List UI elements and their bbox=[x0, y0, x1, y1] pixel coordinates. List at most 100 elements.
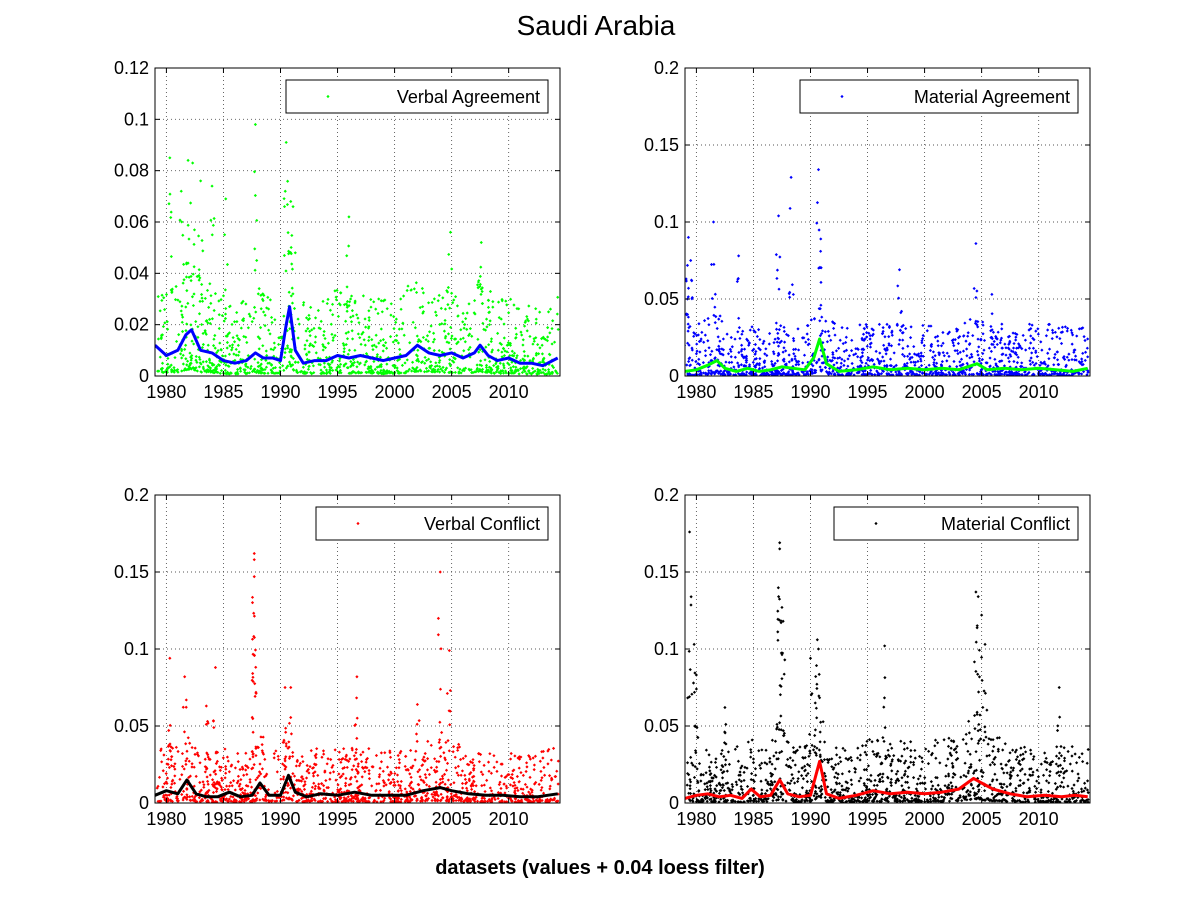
x-tick-label: 1985 bbox=[733, 382, 773, 402]
outlier-point bbox=[179, 189, 183, 193]
y-tick-label: 0.12 bbox=[114, 58, 149, 78]
y-tick-label: 0 bbox=[669, 366, 679, 386]
legend-label: Material Agreement bbox=[914, 87, 1070, 107]
legend-label: Verbal Agreement bbox=[397, 87, 540, 107]
x-tick-label: 1980 bbox=[146, 382, 186, 402]
outlier-point bbox=[974, 590, 978, 594]
x-tick-label: 1985 bbox=[203, 382, 243, 402]
scatter-series bbox=[685, 530, 1090, 803]
outlier-point bbox=[883, 644, 887, 648]
x-tick-label: 1995 bbox=[848, 382, 888, 402]
x-tick-label: 1985 bbox=[203, 809, 243, 829]
outlier-point bbox=[819, 237, 823, 241]
outlier-point bbox=[291, 205, 295, 209]
outlier-point bbox=[438, 570, 442, 574]
figure-xlabel: datasets (values + 0.04 loess filter) bbox=[435, 857, 765, 879]
outlier-point bbox=[694, 687, 699, 691]
x-tick-label: 1980 bbox=[146, 809, 186, 829]
x-tick-label: 2005 bbox=[962, 809, 1002, 829]
outlier-point bbox=[210, 184, 214, 188]
legend: Verbal Agreement bbox=[285, 79, 549, 114]
y-tick-label: 0 bbox=[669, 793, 679, 813]
outlier-point bbox=[789, 175, 793, 179]
outlier-point bbox=[191, 161, 195, 165]
outlier-point bbox=[687, 530, 692, 534]
outlier-point bbox=[983, 642, 987, 646]
loess-line bbox=[155, 305, 559, 368]
outlier-point bbox=[711, 220, 716, 224]
outlier-point bbox=[284, 140, 288, 145]
x-tick-label: 2000 bbox=[905, 809, 945, 829]
x-tick-label: 1990 bbox=[260, 809, 300, 829]
y-tick-label: 0.1 bbox=[654, 639, 679, 659]
outlier-point bbox=[253, 122, 257, 127]
outlier-point bbox=[778, 541, 782, 545]
legend-box bbox=[315, 506, 549, 541]
legend-label: Material Conflict bbox=[941, 514, 1070, 534]
scatter-points bbox=[155, 595, 560, 803]
outlier-point bbox=[776, 214, 781, 218]
scatter-points bbox=[156, 170, 560, 376]
x-tick-label: 2010 bbox=[1019, 382, 1059, 402]
y-tick-label: 0.06 bbox=[114, 212, 149, 232]
subplot-4: 1980 1985 1990 1995 2000 2005 2010 0 0.05 0.1 0.15… bbox=[644, 485, 1091, 829]
scatter-points bbox=[685, 201, 1090, 376]
outlier-point bbox=[168, 156, 172, 160]
outlier-point bbox=[289, 685, 293, 690]
outlier-point bbox=[289, 199, 293, 204]
y-tick-label: 0.02 bbox=[114, 315, 149, 335]
subplot-3: 1980 1985 1990 1995 2000 2005 2010 0 0.05 0.1 0.15… bbox=[114, 485, 561, 829]
outlier-point bbox=[990, 292, 994, 296]
y-tick-label: 0.2 bbox=[654, 58, 679, 78]
outlier-point bbox=[479, 240, 483, 245]
outlier-point bbox=[976, 595, 980, 599]
x-tick-label: 2010 bbox=[489, 382, 529, 402]
outlier-point bbox=[778, 547, 782, 551]
y-tick-label: 0.05 bbox=[114, 716, 149, 736]
y-tick-label: 0 bbox=[139, 366, 149, 386]
x-tick-label: 2005 bbox=[962, 382, 1002, 402]
legend-marker bbox=[356, 521, 360, 526]
scatter-series bbox=[155, 551, 560, 803]
outlier-point bbox=[252, 653, 256, 657]
y-tick-label: 0.15 bbox=[644, 562, 679, 582]
subplot-1: 1980 1985 1990 1995 2000 2005 2010 0 0.02 0.04 0.0… bbox=[114, 58, 561, 402]
outlier-point bbox=[816, 647, 821, 651]
legend-marker bbox=[874, 521, 878, 526]
x-tick-label: 1990 bbox=[260, 382, 300, 402]
legend-box bbox=[799, 79, 1079, 114]
y-tick-label: 0.2 bbox=[124, 485, 149, 505]
x-tick-label: 2005 bbox=[432, 809, 472, 829]
outlier-point bbox=[168, 656, 172, 660]
y-tick-label: 0.05 bbox=[644, 716, 679, 736]
subplot-2: 1980 1985 1990 1995 2000 2005 2010 0 0.05 0.1 0.15… bbox=[644, 58, 1091, 402]
outlier-point bbox=[780, 605, 784, 610]
outlier-point bbox=[283, 685, 287, 690]
outlier-point bbox=[815, 638, 819, 642]
outlier-point bbox=[974, 241, 978, 246]
x-tick-label: 1995 bbox=[848, 809, 888, 829]
x-tick-label: 2000 bbox=[905, 382, 945, 402]
y-tick-label: 0.15 bbox=[644, 135, 679, 155]
x-tick-label: 1995 bbox=[318, 382, 358, 402]
outlier-point bbox=[685, 277, 688, 281]
legend-marker bbox=[326, 94, 330, 99]
outlier-point bbox=[204, 704, 208, 708]
outlier-point bbox=[689, 258, 693, 263]
outlier-point bbox=[1057, 685, 1061, 690]
y-tick-label: 0.1 bbox=[124, 639, 149, 659]
outlier-point bbox=[723, 705, 727, 710]
x-tick-label: 1985 bbox=[733, 809, 773, 829]
outlier-point bbox=[213, 665, 218, 670]
x-tick-label: 1990 bbox=[790, 809, 830, 829]
x-tick-label: 2000 bbox=[375, 809, 415, 829]
outlier-point bbox=[816, 168, 821, 172]
outlier-point bbox=[252, 575, 256, 579]
outlier-point bbox=[224, 197, 228, 201]
legend: Material Conflict bbox=[833, 506, 1079, 541]
outlier-point bbox=[199, 179, 203, 183]
loess-line bbox=[685, 759, 1088, 800]
x-tick-label: 2010 bbox=[1019, 809, 1059, 829]
outlier-point bbox=[808, 656, 813, 660]
